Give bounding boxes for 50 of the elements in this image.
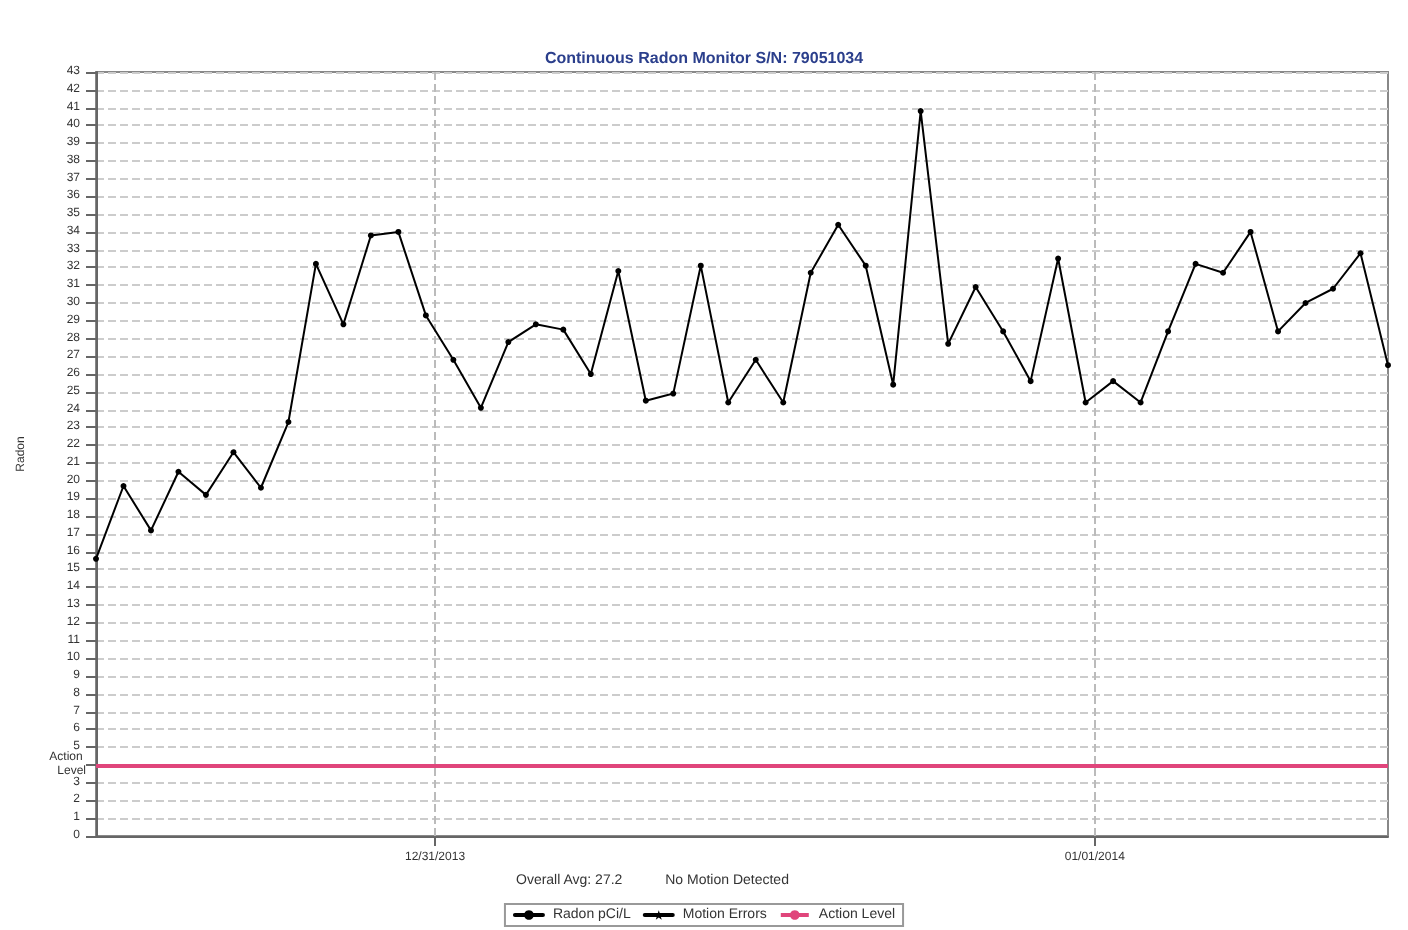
point <box>1027 378 1034 385</box>
point <box>1000 328 1007 335</box>
point <box>1055 255 1062 262</box>
point <box>422 312 429 319</box>
point <box>230 449 237 456</box>
point <box>945 340 952 347</box>
line-series <box>93 108 1391 562</box>
point <box>807 269 814 276</box>
point <box>1165 328 1172 335</box>
point <box>175 468 182 475</box>
point <box>202 491 209 498</box>
point <box>670 390 677 397</box>
point <box>1357 250 1364 257</box>
point <box>1302 299 1309 306</box>
point <box>147 527 154 534</box>
point <box>587 371 594 378</box>
point <box>312 260 319 267</box>
point <box>1275 328 1282 335</box>
point <box>890 381 897 388</box>
point <box>367 232 374 239</box>
point <box>257 484 264 491</box>
point <box>1247 228 1254 235</box>
point <box>120 482 127 489</box>
point <box>395 228 402 235</box>
point <box>615 268 622 274</box>
point <box>642 397 649 404</box>
point <box>560 326 567 333</box>
point <box>862 262 869 269</box>
point <box>752 356 759 363</box>
point <box>780 399 787 406</box>
point <box>1110 378 1117 385</box>
point <box>1192 260 1199 267</box>
point <box>697 262 704 269</box>
point <box>340 321 347 328</box>
point <box>1385 362 1391 369</box>
point <box>1220 269 1227 276</box>
point <box>285 419 292 426</box>
point <box>917 108 924 115</box>
point <box>1330 285 1337 292</box>
point <box>505 339 512 346</box>
point <box>835 221 842 228</box>
point <box>477 404 484 411</box>
point <box>1082 399 1089 406</box>
point <box>532 321 539 328</box>
point <box>93 555 99 562</box>
point <box>450 356 457 363</box>
point <box>972 283 979 290</box>
chart-title: Continuous Radon Monitor S/N: 79051034 <box>544 49 865 67</box>
point <box>725 399 732 406</box>
point <box>1137 399 1144 406</box>
